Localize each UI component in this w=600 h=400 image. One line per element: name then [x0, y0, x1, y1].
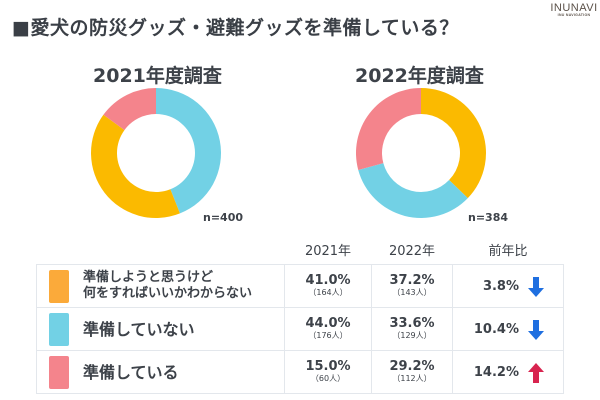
row-label: 準備していない [83, 320, 195, 339]
comparison-table: 準備しようと思うけど 何をすればいいかわからない 41.0% （164人） 37… [36, 264, 564, 394]
cell-2021: 15.0% （60人） [285, 351, 371, 394]
row-label-line2: 何をすればいいかわからない [83, 286, 253, 301]
donut-slice-not-sure [91, 114, 180, 218]
count-value: （129人） [392, 331, 432, 340]
chart-2021-title: 2021年度調査 [93, 65, 222, 87]
table-row-preparing: 準備している 15.0% （60人） 29.2% （112人） 14.2% [37, 351, 563, 394]
percent-value: 29.2% [389, 359, 435, 374]
donut-slice-not-preparing [358, 163, 468, 218]
percent-value: 33.6% [389, 316, 435, 331]
cell-2022: 37.2% （143人） [372, 265, 452, 308]
logo-main-text: INUNAVI [550, 2, 598, 14]
percent-value: 44.0% [305, 316, 351, 331]
table-row-not-sure: 準備しようと思うけど 何をすればいいかわからない 41.0% （164人） 37… [37, 265, 563, 308]
count-value: （112人） [392, 374, 432, 383]
count-value: （143人） [392, 288, 432, 297]
column-divider [371, 265, 372, 393]
count-value: （60人） [310, 374, 346, 383]
arrow-up-icon [528, 363, 544, 383]
cell-2021: 41.0% （164人） [285, 265, 371, 308]
donut-2022 [356, 88, 486, 218]
count-value: （176人） [308, 331, 348, 340]
donut-slice-preparing [103, 88, 156, 131]
donut-slice-not-sure [421, 88, 486, 199]
column-divider [452, 265, 453, 393]
yoy-diff: 10.4% [473, 322, 519, 337]
column-divider [284, 265, 285, 393]
table-row-not-preparing: 準備していない 44.0% （176人） 33.6% （129人） 10.4% [37, 308, 563, 351]
row-label: 準備している [83, 363, 179, 382]
donut-slice-preparing [356, 88, 421, 170]
donut-slice-not-preparing [156, 88, 222, 214]
cell-2022: 29.2% （112人） [372, 351, 452, 394]
percent-value: 37.2% [389, 273, 435, 288]
percent-value: 41.0% [305, 273, 351, 288]
arrow-down-icon [528, 277, 544, 297]
chart-2022-title: 2022年度調査 [355, 65, 484, 87]
percent-value: 15.0% [305, 359, 351, 374]
column-header-2022: 2022年 [388, 244, 436, 259]
yoy-diff: 3.8% [482, 279, 519, 294]
sample-size-2021: n=400 [203, 211, 244, 224]
row-label-line1: 準備しようと思うけど [83, 270, 214, 285]
yoy-diff: 14.2% [473, 365, 519, 380]
count-value: （164人） [308, 288, 348, 297]
column-header-yoy: 前年比 [488, 244, 528, 259]
row-label: 準備しようと思うけど 何をすればいいかわからない [83, 270, 252, 302]
page-title: ■愛犬の防災グッズ・避難グッズを準備している？ [12, 17, 459, 39]
legend-swatch-preparing [49, 356, 69, 389]
logo-sub-text: INU NAVIGATION [557, 13, 591, 17]
brand-logo: INUNAVI INU NAVIGATION [548, 2, 600, 17]
legend-swatch-not-preparing [49, 313, 69, 346]
cell-2021: 44.0% （176人） [285, 308, 371, 351]
column-header-2021: 2021年 [304, 244, 352, 259]
cell-2022: 33.6% （129人） [372, 308, 452, 351]
donut-2021 [91, 88, 222, 218]
sample-size-2022: n=384 [468, 211, 509, 224]
legend-swatch-not-sure [49, 270, 69, 303]
arrow-down-icon [528, 320, 544, 340]
